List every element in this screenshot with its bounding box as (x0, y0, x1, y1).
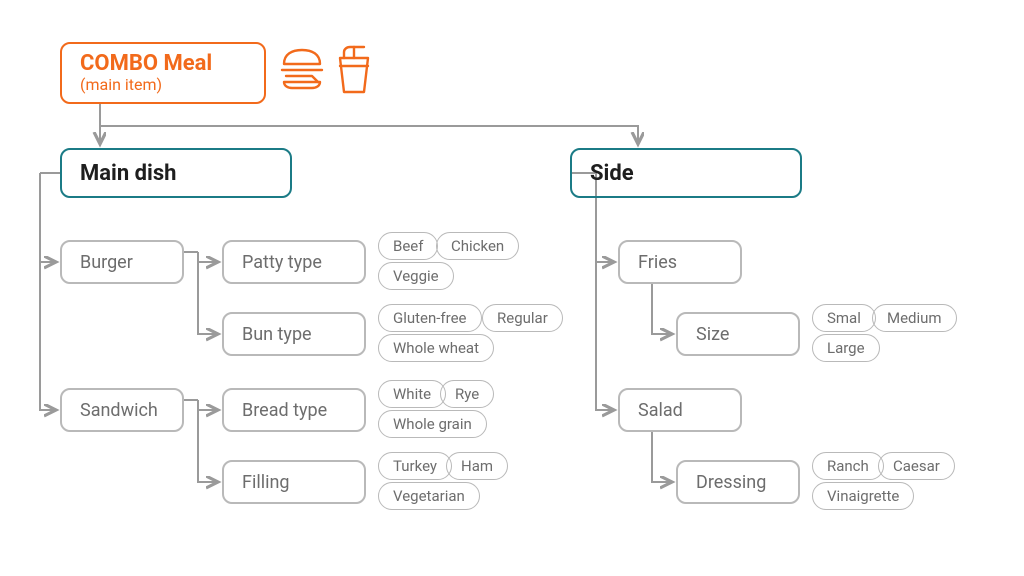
node-label: Patty type (242, 252, 322, 273)
root-subtitle: (main item) (80, 76, 212, 94)
option-pill: White (378, 380, 446, 408)
node-label: Salad (638, 400, 683, 421)
category-side: Side (570, 148, 802, 198)
node-label: Burger (80, 252, 133, 273)
category-label: Side (590, 161, 634, 186)
node-patty_type: Patty type (222, 240, 366, 284)
option-pill: Gluten-free (378, 304, 482, 332)
root-title: COMBO Meal (80, 52, 212, 76)
node-label: Size (696, 324, 729, 345)
node-bun_type: Bun type (222, 312, 366, 356)
node-label: Dressing (696, 472, 766, 493)
option-pill: Ranch (812, 452, 884, 480)
option-pill: Vegetarian (378, 482, 480, 510)
node-fries: Fries (618, 240, 742, 284)
option-pill: Beef (378, 232, 438, 260)
option-pill: Caesar (878, 452, 955, 480)
option-pill: Turkey (378, 452, 452, 480)
node-filling: Filling (222, 460, 366, 504)
drink-icon (334, 44, 374, 98)
category-label: Main dish (80, 161, 177, 186)
option-pill: Large (812, 334, 880, 362)
node-sandwich: Sandwich (60, 388, 184, 432)
option-pill: Vinaigrette (812, 482, 914, 510)
option-pill: Whole wheat (378, 334, 494, 362)
node-label: Bread type (242, 400, 327, 421)
node-bread_type: Bread type (222, 388, 366, 432)
root-node: COMBO Meal (main item) (60, 42, 266, 104)
option-pill: Chicken (436, 232, 519, 260)
option-pill: Ham (446, 452, 508, 480)
option-pill: Smal (812, 304, 876, 332)
node-salad: Salad (618, 388, 742, 432)
node-label: Filling (242, 472, 290, 493)
category-main_dish: Main dish (60, 148, 292, 198)
node-label: Bun type (242, 324, 312, 345)
option-pill: Veggie (378, 262, 454, 290)
option-pill: Regular (482, 304, 563, 332)
node-label: Fries (638, 252, 677, 273)
option-pill: Rye (440, 380, 494, 408)
node-burger: Burger (60, 240, 184, 284)
option-pill: Medium (872, 304, 957, 332)
option-pill: Whole grain (378, 410, 487, 438)
burger-icon (278, 44, 326, 96)
node-label: Sandwich (80, 400, 158, 421)
node-dressing: Dressing (676, 460, 800, 504)
node-size_node: Size (676, 312, 800, 356)
